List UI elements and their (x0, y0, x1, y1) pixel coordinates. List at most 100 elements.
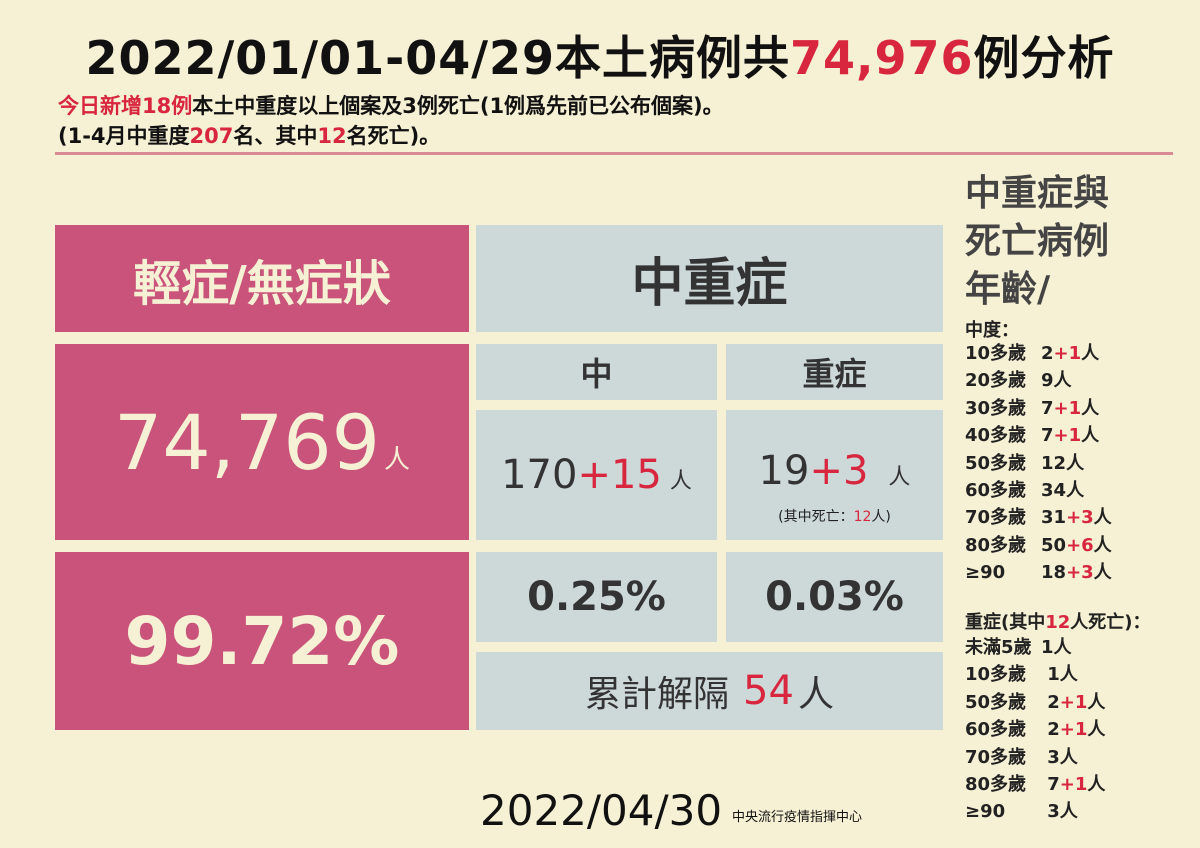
age-group: ≥90 (965, 562, 1006, 584)
age-count-added: +3 (1066, 507, 1094, 529)
subtitle-line-2-b: 名、其中 (233, 124, 318, 148)
severe-age-label-num: 12 (1045, 612, 1071, 633)
moderate-rate: 0.25% (476, 552, 717, 642)
age-panel-title-line-1: 中重症與 (965, 173, 1110, 214)
age-count-added: +1 (1053, 425, 1082, 447)
age-count-added: +3 (1066, 562, 1094, 584)
report-date: 2022/04/30 (480, 786, 723, 835)
severe-count-base: 19 (758, 448, 810, 494)
moderate-age-label: 中度： (965, 320, 1019, 341)
age-row: 40多歲 7+1人 (965, 422, 1112, 449)
title-count: 74,976 (790, 31, 974, 85)
severe-header: 重症 (726, 344, 943, 400)
severe-rate: 0.03% (726, 552, 943, 642)
subtitle-total-deaths: 12 (317, 124, 347, 148)
subtitle-line-2-a: (1-4月中重度 (58, 124, 190, 148)
age-count-unit: 人 (1081, 425, 1100, 447)
severe-count-added: +3 (809, 448, 869, 494)
age-count: 2 (1041, 343, 1054, 364)
subtitle-total-moderate-severe: 207 (189, 124, 234, 148)
age-group: 未滿5歲 (965, 637, 1032, 658)
age-count-unit: 人 (1093, 562, 1112, 584)
age-group: 70多歲 (965, 746, 1027, 768)
age-row: 50多歲 2+1人 (965, 689, 1105, 716)
severe-death-note: (其中死亡：12人) (726, 506, 943, 526)
age-row: 10多歲 1人 (965, 661, 1105, 688)
age-count-unit: 人 (1087, 691, 1106, 713)
subtitle-line-2-c: 名死亡)。 (346, 124, 441, 148)
age-count: 3 (1041, 801, 1060, 823)
age-group: 60多歲 (965, 479, 1027, 501)
age-group: 60多歲 (965, 719, 1027, 741)
age-group: 40多歲 (965, 425, 1027, 447)
age-count: 2 (1041, 691, 1060, 713)
age-count: 7 (1041, 397, 1054, 419)
age-count: 7 (1041, 773, 1060, 795)
age-row: 70多歲 31+3人 (965, 504, 1112, 531)
age-row: 10多歲 2+1人 (965, 340, 1112, 367)
released-count: 54 (743, 668, 794, 714)
moderate-age-list: 10多歲 2+1人 20多歲 9人 30多歲 7+1人 40多歲 7+1人 50多歲 12人 60多… (965, 340, 1112, 587)
age-count-added: +1 (1059, 773, 1088, 795)
age-count: 31 (1041, 507, 1067, 529)
subtitle-line-2: (1-4月中重度207名、其中12名死亡)。 (58, 120, 440, 150)
age-count-unit: 人 (1087, 719, 1106, 741)
age-count-added: +1 (1059, 691, 1088, 713)
age-group: 50多歲 (965, 452, 1027, 474)
age-group: 50多歲 (965, 691, 1027, 713)
age-count-added: +1 (1053, 343, 1082, 364)
age-group: 10多歲 (965, 664, 1027, 686)
age-count: 18 (1041, 562, 1067, 584)
death-note-count: 12 (853, 509, 872, 525)
subtitle-new-cases: 今日新增18例 (58, 94, 193, 118)
age-row: 80多歲 7+1人 (965, 771, 1105, 798)
death-note-suffix: 人) (871, 509, 891, 525)
moderate-header: 中 (476, 344, 717, 400)
age-row: 20多歲 9人 (965, 367, 1112, 394)
severe-age-label-a: 重症(其中 (965, 612, 1046, 633)
severe-age-list: 未滿5歲 1人 10多歲 1人 50多歲 2+1人 60多歲 2+1人 70多歲 3人 80… (965, 634, 1105, 826)
age-count-unit: 人 (1059, 746, 1078, 768)
age-row: 70多歲 3人 (965, 744, 1105, 771)
age-row: 60多歲 2+1人 (965, 716, 1105, 743)
age-count: 1 (1041, 637, 1054, 658)
released-cell: 累計解隔 54 人 (476, 652, 943, 730)
moderate-count-added: +15 (577, 452, 662, 498)
severe-count-cell: 19+3 人 (其中死亡：12人) (726, 410, 943, 540)
age-count-unit: 人 (1066, 479, 1085, 501)
moderate-count-base: 170 (501, 452, 578, 498)
age-count-unit: 人 (1081, 343, 1100, 364)
age-panel-title-line-2: 死亡病例 (965, 221, 1110, 262)
moderate-count-cell: 170 +15 人 (476, 410, 717, 540)
age-count: 3 (1041, 746, 1060, 768)
severe-count-unit: 人 (888, 465, 911, 490)
age-count: 50 (1041, 534, 1067, 556)
age-count-added: +6 (1066, 534, 1094, 556)
age-row: 80多歲 50+6人 (965, 532, 1112, 559)
age-count-unit: 人 (1059, 664, 1078, 686)
age-count-added: +1 (1053, 397, 1082, 419)
age-group: 10多歲 (965, 343, 1027, 364)
age-count: 2 (1041, 719, 1060, 741)
death-note-prefix: (其中死亡： (778, 509, 854, 525)
age-row: 60多歲 34人 (965, 477, 1112, 504)
age-count: 1 (1041, 664, 1060, 686)
age-count: 7 (1041, 425, 1054, 447)
age-count-unit: 人 (1066, 452, 1085, 474)
moderate-severe-header: 中重症 (476, 225, 943, 332)
age-group: 80多歲 (965, 534, 1027, 556)
age-count: 9 (1041, 370, 1054, 392)
age-panel-title: 中重症與 死亡病例 年齡/ (965, 170, 1185, 314)
mild-rate: 99.72% (55, 552, 469, 730)
age-count: 12 (1041, 452, 1067, 474)
mild-count: 74,769 (114, 397, 380, 487)
divider (55, 152, 1173, 155)
age-row: 未滿5歲 1人 (965, 634, 1105, 661)
age-group: 70多歲 (965, 507, 1027, 529)
age-row: ≥90 3人 (965, 798, 1105, 825)
age-row: 50多歲 12人 (965, 450, 1112, 477)
age-group: 80多歲 (965, 773, 1027, 795)
severe-age-label-b: 人死亡)： (1070, 612, 1151, 633)
subtitle-line-1-text: 本土中重度以上個案及3例死亡(1例爲先前已公布個案)。 (192, 94, 724, 118)
age-panel-title-line-3: 年齡/ (965, 269, 1051, 310)
